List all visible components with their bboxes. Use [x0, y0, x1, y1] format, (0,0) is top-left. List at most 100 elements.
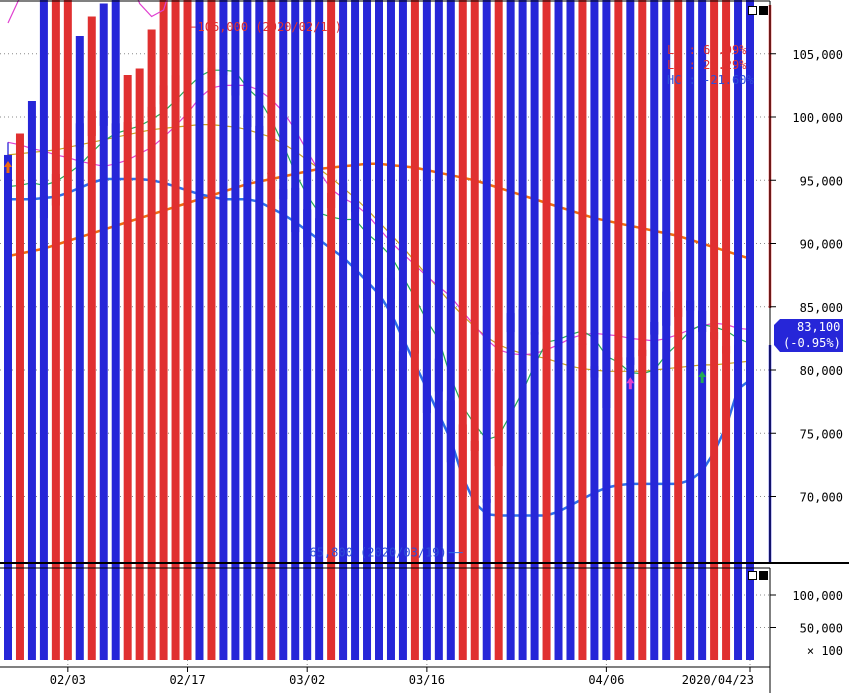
- volume-bar: [183, 0, 192, 660]
- signal-arrow: [626, 377, 635, 390]
- volume-bar: [458, 0, 467, 660]
- maximize-icon[interactable]: [748, 6, 757, 15]
- price-tick-label: 100,000: [792, 111, 843, 125]
- date-tick-label: 04/06: [588, 673, 624, 687]
- date-tick-label: 2020/04/23: [682, 673, 754, 687]
- volume-bar: [722, 0, 731, 660]
- signal-arrow: [698, 370, 707, 383]
- volume-bar: [15, 133, 24, 660]
- volume-bar: [231, 0, 240, 660]
- volume-bar: [422, 0, 431, 660]
- volume-bar: [638, 0, 647, 660]
- volume-bar: [159, 0, 168, 660]
- volume-bars[interactable]: [4, 0, 754, 660]
- volume-bar: [530, 0, 539, 660]
- volume-bar: [434, 0, 443, 660]
- volume-bar: [51, 0, 60, 660]
- volume-bar: [27, 101, 36, 660]
- price-tick-label: 95,000: [800, 174, 843, 188]
- volume-bar: [303, 0, 312, 660]
- volume-bar: [135, 68, 144, 660]
- volume-maximize-icon[interactable]: [748, 571, 757, 580]
- volume-bar: [171, 0, 180, 660]
- volume-bar: [650, 0, 659, 660]
- volume-bar: [375, 0, 383, 660]
- range-stats: LH : 61.09% LC : 26.29% HC : -21.60%: [667, 43, 754, 87]
- price-y-axis: 105,000 100,000 95,000 90,000 85,000 80,000 75…: [770, 48, 843, 505]
- volume-bar: [410, 0, 419, 660]
- price-tick-label: 105,000: [792, 48, 843, 62]
- volume-bar: [123, 75, 132, 660]
- volume-bar: [398, 0, 407, 660]
- volume-close-icon[interactable]: [759, 571, 768, 580]
- current-price-marker: 83,100 (-0.95%): [774, 319, 843, 352]
- low-annotation-label: 65,800 (2020/03/19): [309, 546, 446, 560]
- volume-bar: [386, 0, 395, 660]
- high-annotation: 106,000 (2020/02/17): [187, 20, 342, 34]
- volume-bar: [698, 0, 707, 660]
- volume-bar: [686, 0, 695, 660]
- volume-bar: [626, 0, 635, 660]
- volume-bar: [315, 0, 324, 660]
- volume-bar: [63, 0, 72, 660]
- volume-bar: [267, 0, 276, 660]
- volume-bar: [147, 29, 156, 660]
- date-tick-label: 02/17: [169, 673, 205, 687]
- volume-bar: [219, 0, 228, 660]
- date-tick-label: 03/02: [289, 673, 325, 687]
- volume-bar: [662, 0, 671, 660]
- volume-unit-label: × 100: [807, 644, 843, 658]
- volume-bar: [87, 16, 96, 660]
- volume-bar: [566, 0, 575, 660]
- volume-bar: [351, 0, 360, 660]
- volume-bar: [614, 0, 623, 660]
- current-price-value: 83,100: [797, 320, 840, 334]
- date-tick-label: 03/16: [409, 673, 445, 687]
- price-tick-label: 80,000: [800, 364, 843, 378]
- volume-bar: [482, 0, 491, 660]
- volume-bar: [339, 0, 348, 660]
- price-tick-label: 85,000: [800, 301, 843, 315]
- volume-bar: [734, 0, 743, 660]
- volume-bar: [494, 0, 503, 660]
- close-icon[interactable]: [759, 6, 768, 15]
- current-price-change: (-0.95%): [783, 336, 841, 350]
- volume-bar: [327, 0, 336, 660]
- volume-bar: [363, 0, 372, 660]
- volume-bar: [554, 0, 563, 660]
- volume-bar: [506, 0, 515, 660]
- volume-bar: [674, 0, 683, 660]
- volume-bar: [578, 0, 587, 660]
- volume-bar: [4, 172, 12, 660]
- volume-bar: [39, 0, 48, 660]
- buy-signal-arrow: [4, 160, 12, 173]
- volume-tick-label: 50,000: [800, 622, 843, 636]
- price-tick-label: 70,000: [800, 491, 843, 505]
- current-price-tag: [774, 319, 843, 352]
- volume-bar: [75, 36, 84, 660]
- x-axis: 02/03 02/17 03/02 03/16 04/06 2020/04/23: [50, 667, 754, 687]
- volume-bar: [279, 0, 288, 660]
- volume-tick-label: 100,000: [792, 589, 843, 603]
- price-tick-label: 75,000: [800, 427, 843, 441]
- signal-arrows: [4, 160, 707, 390]
- volume-bar: [291, 0, 300, 660]
- volume-bar: [195, 0, 204, 660]
- volume-bar: [255, 0, 264, 660]
- volume-bar: [470, 0, 479, 660]
- volume-y-axis: 100,000 50,000 × 100: [770, 589, 843, 658]
- high-annotation-label: 106,000 (2020/02/17): [198, 20, 342, 34]
- volume-bar: [746, 0, 754, 660]
- volume-bar: [243, 0, 252, 660]
- volume-bar: [207, 0, 216, 660]
- low-annotation: 65,800 (2020/03/19): [309, 546, 463, 560]
- volume-bar: [518, 0, 527, 660]
- stat-hc: HC : -21.60%: [667, 73, 754, 87]
- price-tick-label: 90,000: [800, 238, 843, 252]
- volume-bar: [542, 0, 551, 660]
- stat-lh: LH : 61.09%: [667, 43, 747, 57]
- stat-lc: LC : 26.29%: [667, 58, 747, 72]
